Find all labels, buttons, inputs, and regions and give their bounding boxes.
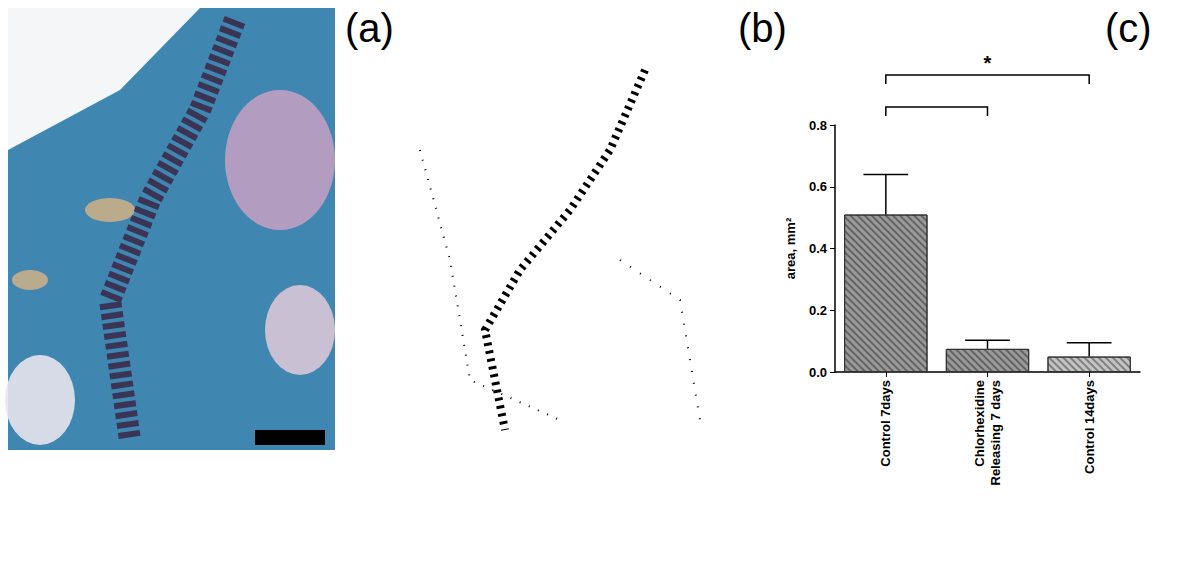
svg-text:Control 14days: Control 14days bbox=[1082, 380, 1097, 474]
svg-text:Releasing 7 days: Releasing 7 days bbox=[988, 380, 1003, 486]
svg-text:0.8: 0.8 bbox=[809, 118, 827, 133]
svg-text:*: * bbox=[984, 52, 992, 74]
svg-text:0.2: 0.2 bbox=[809, 303, 827, 318]
svg-text:Control 7days: Control 7days bbox=[878, 380, 893, 467]
svg-text:0.0: 0.0 bbox=[809, 365, 827, 380]
svg-text:0.6: 0.6 bbox=[809, 179, 827, 194]
svg-text:Chlorhexidine: Chlorhexidine bbox=[972, 380, 987, 467]
svg-text:(a): (a) bbox=[345, 6, 394, 50]
svg-text:(b): (b) bbox=[738, 6, 787, 50]
svg-text:area, mm²: area, mm² bbox=[783, 217, 798, 279]
svg-text:(c): (c) bbox=[1105, 6, 1152, 50]
svg-text:0.4: 0.4 bbox=[809, 241, 828, 256]
